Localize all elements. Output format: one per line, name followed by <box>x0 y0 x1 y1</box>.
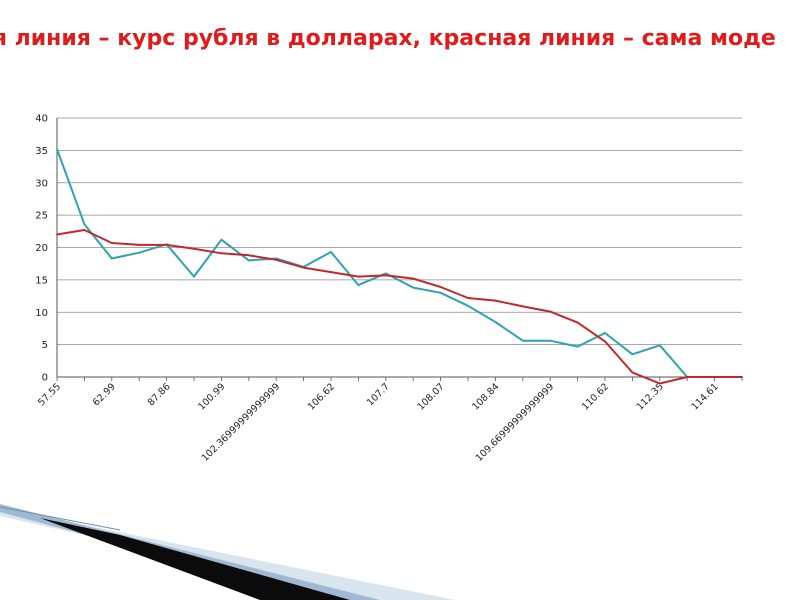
series-2-point <box>521 305 524 308</box>
series-1-point <box>110 257 113 260</box>
x-tick-label: 100.99 <box>196 381 227 412</box>
series-2-point <box>412 277 415 280</box>
series-1-point <box>83 223 86 226</box>
series-2-point <box>330 271 332 274</box>
series-1-point <box>631 353 634 356</box>
series-2-point <box>247 254 250 257</box>
series-2-point <box>275 258 278 261</box>
x-tick-label: 114.61 <box>689 381 720 412</box>
series-2-point <box>467 297 469 299</box>
x-tick-label: 108.07 <box>415 381 446 412</box>
series-2-point <box>604 340 606 343</box>
series-1-point <box>193 275 195 278</box>
series-1-point <box>330 251 332 253</box>
y-tick-label: 5 <box>42 340 48 351</box>
series-line-2 <box>56 229 742 385</box>
series-2-point <box>741 376 743 378</box>
series-1-point <box>247 259 250 262</box>
series-2-point <box>220 252 223 255</box>
series-1-point <box>412 286 415 289</box>
series-1-point <box>439 291 442 294</box>
decor-line <box>0 506 121 531</box>
x-tick-label: 112.35 <box>635 381 666 412</box>
series-2-point <box>138 244 141 246</box>
series-1-point <box>658 344 661 347</box>
decor-stripe-blue <box>0 504 380 600</box>
series-2-point <box>576 321 579 324</box>
series-1-point <box>467 304 469 307</box>
series-2-point <box>56 233 58 236</box>
series-2-point <box>384 274 387 277</box>
series-1-point <box>384 272 387 275</box>
x-tick-label: 108.84 <box>470 381 501 412</box>
series-1-point <box>521 339 524 342</box>
series-1-point <box>576 345 579 348</box>
y-tick-label: 15 <box>35 275 48 286</box>
series-2-point <box>165 244 168 246</box>
decor-stripe-dark <box>40 518 350 600</box>
series-1-point <box>357 284 360 286</box>
series-2-point <box>439 286 442 288</box>
y-tick-label: 30 <box>35 178 48 189</box>
slide-title: ая линия – курс рубля в долларах, красна… <box>0 26 800 58</box>
series-1-point <box>56 148 58 150</box>
x-tick-label: 110.62 <box>580 381 611 412</box>
series-line-1 <box>56 148 742 378</box>
x-tick-label: 107.7 <box>365 381 392 408</box>
series-1-point <box>138 251 141 254</box>
series-1-point <box>604 332 606 334</box>
x-tick-label: 62.99 <box>91 381 118 408</box>
series-2-point <box>686 376 689 378</box>
y-tick-label: 10 <box>35 308 48 319</box>
series-1-point <box>494 321 497 323</box>
series-2-point <box>357 275 360 278</box>
y-tick-label: 25 <box>35 211 48 222</box>
series-2-point <box>302 266 305 269</box>
series-2-point <box>193 247 195 250</box>
series-2-point <box>631 371 634 374</box>
series-1-point <box>549 339 552 342</box>
series-2-point <box>713 376 716 378</box>
series-2-point <box>658 382 661 385</box>
series-2-point <box>549 310 552 313</box>
x-tick-label: 87.86 <box>146 381 173 408</box>
y-tick-label: 20 <box>35 243 48 254</box>
decor-stripe-light <box>0 508 455 600</box>
series-2-point <box>494 299 497 302</box>
y-tick-label: 0 <box>42 373 48 384</box>
series-2-point <box>110 242 113 244</box>
slide-title-text: ая линия – курс рубля в долларах, красна… <box>0 26 776 51</box>
x-tick-label: 57.55 <box>36 381 63 408</box>
series-2-point <box>83 229 86 231</box>
series-1-point <box>220 238 223 241</box>
x-tick-label: 106.62 <box>306 381 337 412</box>
y-tick-label: 40 <box>35 114 48 125</box>
y-tick-label: 35 <box>35 146 48 157</box>
